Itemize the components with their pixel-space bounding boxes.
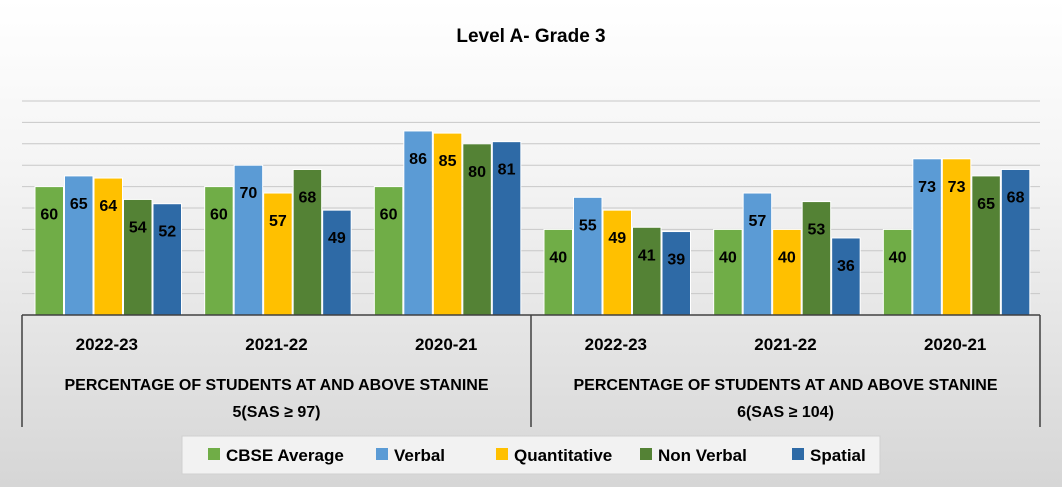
bar-non-verbal: [462, 143, 492, 316]
bar-verbal: [64, 175, 94, 316]
data-label: 73: [948, 179, 966, 196]
bar-quantitative: [941, 158, 972, 316]
legend-swatch: [792, 448, 804, 460]
data-label: 49: [328, 230, 346, 247]
legend-label: Quantitative: [514, 446, 612, 465]
data-label: 40: [719, 249, 737, 266]
data-label: 60: [380, 207, 398, 224]
data-label: 73: [918, 179, 936, 196]
data-label: 57: [269, 213, 287, 230]
bar-spatial: [322, 209, 352, 316]
bar-spatial: [831, 237, 861, 316]
bar-quantitative: [432, 132, 463, 316]
group-label: PERCENTAGE OF STUDENTS AT AND ABOVE STAN…: [573, 377, 997, 421]
bar-cbse-average: [713, 228, 743, 316]
bar-non-verbal: [632, 226, 662, 316]
bar-quantitative: [772, 228, 802, 316]
category-axis: 2022-23 2021-22 2020-21 2022-23 2021-22 2020-…: [21, 314, 1041, 427]
data-label: 60: [210, 207, 228, 224]
legend-box: [181, 435, 881, 475]
category-tick-label: 2022-23: [76, 335, 138, 354]
data-label: 41: [638, 247, 656, 264]
bar-cbse-average: [882, 228, 913, 316]
legend-swatch: [376, 448, 388, 460]
data-label: 36: [837, 258, 855, 275]
data-label: 81: [498, 162, 516, 179]
category-tick-label: 2022-23: [585, 335, 647, 354]
bar-quantitative: [263, 192, 293, 316]
legend-swatch: [496, 448, 508, 460]
data-label: 49: [608, 230, 626, 247]
data-label: 40: [549, 249, 567, 266]
chart-title: Level A- Grade 3: [456, 26, 605, 47]
bar-non-verbal: [801, 201, 832, 316]
bar-spatial: [152, 203, 182, 316]
category-tick-label: 2021-22: [754, 335, 816, 354]
data-label: 57: [749, 213, 767, 230]
bar-non-verbal: [292, 168, 323, 316]
data-label: 39: [667, 252, 685, 269]
bar-cbse-average: [34, 186, 64, 316]
bar-cbse-average: [543, 228, 573, 316]
data-label: 64: [99, 198, 117, 215]
bars: 60 65 64 54 52 60 70 57 68 49 60 86 85 80 81 40 55 49 41 39…: [34, 130, 1031, 316]
data-label: 52: [158, 224, 176, 241]
legend-label: Verbal: [394, 446, 445, 465]
data-label: 86: [409, 151, 427, 168]
legend-label: Non Verbal: [658, 446, 747, 465]
legend-swatch: [640, 448, 652, 460]
data-label: 65: [977, 196, 995, 213]
data-label: 70: [240, 185, 258, 202]
bar-non-verbal: [123, 198, 153, 316]
bar-quantitative: [602, 209, 632, 316]
category-tick-label: 2021-22: [245, 335, 307, 354]
data-label: 68: [299, 189, 317, 206]
data-label: 55: [579, 217, 597, 234]
bar-non-verbal: [971, 175, 1001, 316]
data-label: 40: [778, 249, 796, 266]
legend: CBSE Average Verbal Quantitative Non Verbal…: [181, 435, 881, 475]
data-label: 60: [40, 207, 58, 224]
data-label: 68: [1007, 189, 1025, 206]
bar-cbse-average: [373, 186, 404, 316]
data-label: 40: [889, 249, 907, 266]
bar-verbal: [912, 158, 942, 316]
bar-verbal: [573, 196, 603, 316]
data-label: 80: [468, 164, 486, 181]
bar-spatial: [1000, 168, 1031, 316]
data-label: 54: [129, 219, 147, 236]
data-label: 65: [70, 196, 88, 213]
category-tick-label: 2020-21: [924, 335, 986, 354]
data-label: 85: [439, 153, 457, 170]
category-tick-label: 2020-21: [415, 335, 477, 354]
legend-swatch: [208, 448, 220, 460]
bar-spatial: [661, 231, 691, 316]
bar-verbal: [233, 164, 264, 316]
bar-cbse-average: [204, 186, 234, 316]
bar-verbal: [742, 192, 773, 316]
gridlines: [22, 100, 1040, 295]
group-label: PERCENTAGE OF STUDENTS AT AND ABOVE STAN…: [64, 377, 488, 421]
legend-label: CBSE Average: [226, 446, 344, 465]
data-label: 53: [808, 222, 826, 239]
legend-label: Spatial: [810, 446, 866, 465]
